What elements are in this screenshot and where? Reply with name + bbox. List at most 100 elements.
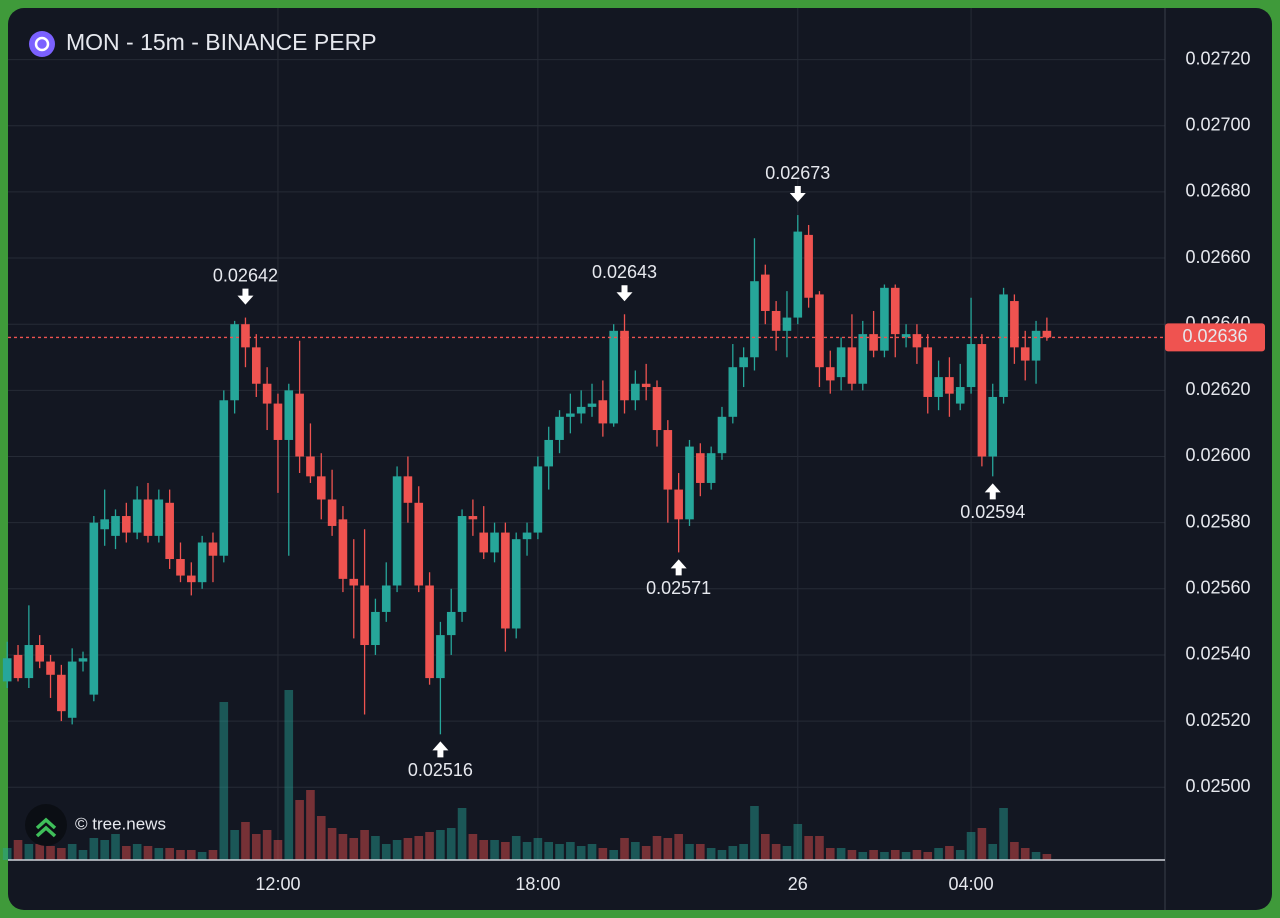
high-label: 0.02642	[213, 265, 278, 285]
candle-body	[67, 661, 77, 718]
volume-bar	[793, 824, 803, 860]
arrow-up	[670, 559, 687, 576]
volume-bar	[251, 834, 261, 860]
candle-body	[1020, 347, 1030, 361]
volume-bar	[46, 846, 55, 860]
candle-body	[696, 453, 705, 483]
volume-layer	[2, 690, 1052, 860]
candle-body	[511, 539, 521, 629]
volume-bar	[609, 850, 618, 860]
volume-bar	[100, 840, 109, 860]
candle-body	[468, 516, 478, 520]
candle-body	[132, 499, 142, 533]
candle-body	[1010, 301, 1019, 348]
chart-background	[8, 8, 1272, 910]
volume-bar	[890, 850, 900, 860]
last-price-tag	[1165, 323, 1265, 352]
volume-bar	[685, 844, 694, 860]
volume-bar	[804, 836, 813, 860]
candle-body	[739, 357, 748, 368]
candle-body	[338, 519, 348, 579]
volume-bar	[652, 836, 662, 860]
volume-bar	[1031, 852, 1041, 860]
volume-bar	[815, 836, 824, 860]
high-label: 0.02643	[592, 262, 657, 282]
candle-body	[544, 439, 553, 467]
candle-body	[663, 430, 673, 490]
volume-bar	[446, 828, 456, 860]
volume-bar	[381, 844, 391, 860]
candle-body	[262, 383, 272, 404]
candle-layer	[2, 215, 1052, 735]
y-tick-label: 0.02700	[1185, 115, 1250, 135]
y-tick-label: 0.02580	[1185, 511, 1250, 531]
candle-body	[403, 476, 413, 503]
volume-bar	[360, 830, 369, 860]
candle-body	[1031, 330, 1041, 361]
arrow-up	[984, 483, 1001, 500]
candle-body	[446, 611, 456, 636]
candle-body	[555, 416, 564, 440]
candle-body	[609, 330, 618, 424]
volume-bar	[739, 844, 748, 860]
volume-bar	[176, 850, 185, 860]
candle-body	[284, 390, 294, 440]
volume-bar	[955, 850, 965, 860]
candle-body	[804, 234, 813, 298]
candle-body	[685, 446, 694, 520]
low-label: 0.02594	[960, 502, 1025, 522]
candle-body	[771, 310, 781, 331]
candle-body	[706, 453, 716, 483]
last-price-label: 0.02636	[1182, 326, 1247, 346]
volume-bar	[912, 850, 922, 860]
volume-bar	[414, 836, 424, 860]
volume-bar	[306, 790, 315, 860]
volume-bar	[880, 852, 889, 860]
candle-body	[825, 367, 835, 381]
volume-bar	[1020, 848, 1030, 860]
volume-bar	[674, 834, 683, 860]
y-tick-label: 0.02660	[1185, 247, 1250, 267]
overlay-layer: 0.02500 0.02520 0.02540 0.02560 0.02580 0.026…	[8, 48, 1265, 894]
candle-body	[890, 287, 900, 335]
watermark: © tree.news	[75, 814, 166, 833]
volume-bar	[641, 846, 651, 860]
candle-body	[901, 334, 911, 338]
candle-body	[122, 516, 131, 533]
candle-body	[187, 575, 196, 583]
volume-bar	[111, 834, 120, 860]
volume-bar	[706, 848, 716, 860]
volume-bar	[631, 842, 640, 860]
volume-bar	[782, 846, 792, 860]
volume-bar	[728, 846, 738, 860]
candle-body	[165, 502, 174, 560]
candle-body	[490, 532, 499, 553]
volume-bar	[67, 844, 77, 860]
volume-bar	[371, 836, 380, 860]
arrow-down	[616, 285, 633, 302]
volume-bar	[35, 844, 44, 860]
candle-body	[869, 334, 878, 351]
candle-body	[934, 377, 943, 397]
volume-bar	[934, 848, 943, 860]
candle-body	[641, 383, 651, 388]
candle-body	[815, 294, 824, 368]
volume-bar	[295, 800, 304, 860]
volume-bar	[544, 842, 553, 860]
volume-bar	[436, 830, 445, 860]
volume-bar	[620, 838, 629, 860]
volume-bar	[945, 846, 954, 860]
candle-body	[631, 383, 640, 401]
candle-body	[89, 522, 99, 695]
candle-body	[522, 532, 532, 540]
volume-bar	[143, 846, 153, 860]
volume-bar	[836, 848, 846, 860]
candle-body	[197, 542, 207, 583]
candle-body	[728, 367, 738, 417]
volume-bar	[327, 828, 337, 860]
candle-body	[782, 317, 792, 331]
volume-bar	[338, 834, 348, 860]
volume-bar	[13, 840, 23, 860]
volume-bar	[132, 844, 142, 860]
candle-body	[977, 344, 987, 457]
